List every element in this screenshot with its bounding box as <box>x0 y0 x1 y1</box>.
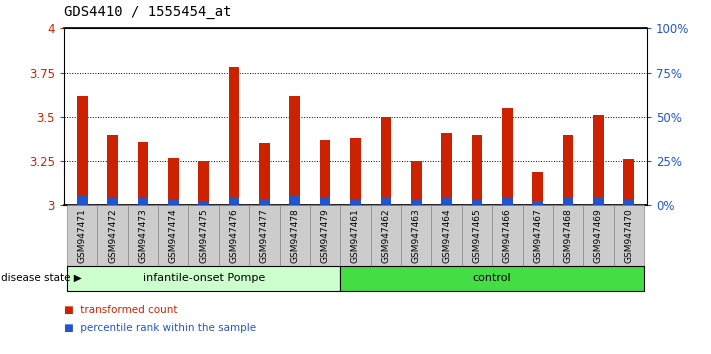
Bar <box>461 205 492 266</box>
Bar <box>341 205 370 266</box>
Bar <box>67 266 341 291</box>
Bar <box>562 135 573 205</box>
Text: GSM947468: GSM947468 <box>564 208 572 263</box>
Bar <box>523 205 553 266</box>
Bar <box>351 138 360 205</box>
Bar <box>250 205 279 266</box>
Bar <box>624 159 634 205</box>
Bar <box>533 202 543 205</box>
Bar <box>310 205 341 266</box>
Bar <box>77 195 87 205</box>
Bar <box>593 115 604 205</box>
Bar <box>624 200 634 205</box>
Text: GSM947466: GSM947466 <box>503 208 512 263</box>
Bar <box>128 205 158 266</box>
Text: GSM947472: GSM947472 <box>108 208 117 263</box>
Bar <box>502 198 513 205</box>
Bar <box>553 205 583 266</box>
Bar <box>614 205 644 266</box>
Bar <box>320 198 331 205</box>
Text: GSM947464: GSM947464 <box>442 208 451 263</box>
Bar <box>259 143 269 205</box>
Text: ■  percentile rank within the sample: ■ percentile rank within the sample <box>64 323 256 333</box>
Bar <box>107 135 118 205</box>
Text: GSM947475: GSM947475 <box>199 208 208 263</box>
Bar <box>138 198 149 205</box>
Text: GSM947474: GSM947474 <box>169 208 178 263</box>
Text: GSM947473: GSM947473 <box>139 208 147 263</box>
Bar <box>97 205 128 266</box>
Bar <box>411 200 422 205</box>
Bar <box>67 205 97 266</box>
Text: GSM947471: GSM947471 <box>77 208 87 263</box>
Text: GSM947469: GSM947469 <box>594 208 603 263</box>
Bar <box>289 195 300 205</box>
Text: GSM947461: GSM947461 <box>351 208 360 263</box>
Bar <box>229 67 240 205</box>
Bar <box>380 198 391 205</box>
Text: GSM947476: GSM947476 <box>230 208 238 263</box>
Bar <box>198 161 209 205</box>
Text: GSM947470: GSM947470 <box>624 208 634 263</box>
Bar <box>259 200 269 205</box>
Bar <box>370 205 401 266</box>
Bar <box>279 205 310 266</box>
Bar <box>432 205 461 266</box>
Bar <box>138 142 149 205</box>
Bar <box>411 161 422 205</box>
Bar <box>229 198 240 205</box>
Bar <box>442 133 452 205</box>
Bar <box>562 198 573 205</box>
Bar <box>320 140 331 205</box>
Text: GSM947477: GSM947477 <box>260 208 269 263</box>
Bar <box>188 205 219 266</box>
Bar <box>168 158 178 205</box>
Text: ■  transformed count: ■ transformed count <box>64 306 178 315</box>
Text: GSM947462: GSM947462 <box>381 208 390 263</box>
Bar <box>219 205 250 266</box>
Bar <box>341 266 644 291</box>
Bar <box>471 135 482 205</box>
Text: GSM947467: GSM947467 <box>533 208 542 263</box>
Bar <box>198 202 209 205</box>
Bar <box>289 96 300 205</box>
Bar <box>502 108 513 205</box>
Bar <box>593 198 604 205</box>
Text: GSM947479: GSM947479 <box>321 208 330 263</box>
Bar <box>380 117 391 205</box>
Bar <box>351 200 360 205</box>
Bar <box>492 205 523 266</box>
Text: GSM947463: GSM947463 <box>412 208 421 263</box>
Bar <box>533 172 543 205</box>
Bar <box>77 96 87 205</box>
Bar <box>583 205 614 266</box>
Text: disease state ▶: disease state ▶ <box>1 273 82 283</box>
Text: GSM947478: GSM947478 <box>290 208 299 263</box>
Text: control: control <box>473 273 511 283</box>
Bar <box>168 200 178 205</box>
Bar <box>401 205 432 266</box>
Bar <box>442 198 452 205</box>
Text: infantile-onset Pompe: infantile-onset Pompe <box>142 273 264 283</box>
Bar <box>471 200 482 205</box>
Text: GDS4410 / 1555454_at: GDS4410 / 1555454_at <box>64 5 232 19</box>
Bar <box>158 205 188 266</box>
Bar <box>107 198 118 205</box>
Text: GSM947465: GSM947465 <box>473 208 481 263</box>
